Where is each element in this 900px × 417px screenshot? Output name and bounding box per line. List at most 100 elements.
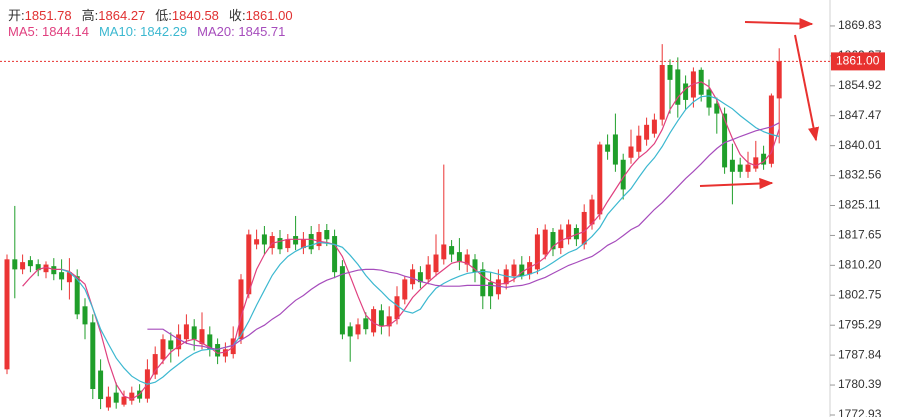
- candle-body: [378, 310, 384, 327]
- candle-body: [98, 370, 104, 400]
- candle-body: [12, 259, 18, 270]
- candle-body: [20, 262, 26, 270]
- candle-body: [488, 282, 494, 297]
- candle-body: [105, 396, 111, 408]
- candle-body: [534, 234, 540, 270]
- candle-body: [729, 159, 735, 172]
- candle-body: [113, 392, 119, 403]
- candle-body: [277, 238, 283, 250]
- candle-body: [332, 236, 338, 273]
- candle-body: [519, 264, 525, 277]
- ohlc-item: 高:1864.27: [82, 5, 146, 24]
- candle-body: [74, 276, 80, 315]
- candle-body: [176, 334, 182, 350]
- candle-body: [183, 324, 189, 340]
- candle-body: [776, 61, 782, 99]
- y-tick-label: 1854.92: [838, 78, 882, 92]
- candle-body: [737, 164, 743, 172]
- candle-body: [254, 239, 260, 245]
- candle-body: [683, 83, 689, 100]
- candle-body: [441, 244, 447, 260]
- candle-body: [714, 103, 720, 114]
- candle-body: [82, 306, 88, 325]
- candle-body: [215, 344, 221, 357]
- candle-body: [667, 65, 673, 80]
- separator: :: [34, 24, 42, 39]
- arrow: [794, 34, 820, 142]
- candle-body: [4, 259, 10, 370]
- candle-body: [644, 124, 650, 140]
- y-tick-label: 1810.20: [838, 258, 882, 272]
- candle-body: [433, 254, 439, 273]
- candle-body: [605, 144, 611, 152]
- legend-name: MA20: [197, 24, 232, 39]
- candle-body: [417, 272, 423, 283]
- candle-body: [386, 316, 392, 327]
- ohlc-item: 收:1861.00: [229, 5, 293, 24]
- candle-body: [339, 266, 345, 335]
- candle-body: [636, 135, 642, 152]
- candle-body: [246, 234, 252, 295]
- candle-body: [371, 309, 377, 333]
- y-tick-label: 1840.01: [838, 138, 882, 152]
- candle-body: [589, 199, 595, 225]
- candle-body: [121, 396, 127, 405]
- separator: :: [94, 8, 99, 23]
- candle-body: [722, 113, 728, 168]
- candle-body: [628, 146, 634, 158]
- ohlc-item: 开:1851.78: [8, 5, 72, 24]
- ma-line: [147, 122, 780, 350]
- candle-body: [573, 228, 579, 240]
- candle-body: [300, 239, 306, 249]
- y-tick-label: 1825.11: [838, 198, 881, 212]
- candle-body: [191, 326, 197, 340]
- plot-area: [4, 44, 782, 411]
- arrow: [744, 18, 814, 30]
- candle-body: [706, 89, 712, 108]
- candle-body: [27, 260, 33, 267]
- ma-line: [61, 95, 780, 385]
- candle-body: [558, 229, 564, 249]
- candle-body: [425, 264, 431, 280]
- candle-body: [566, 224, 572, 240]
- candle-body: [308, 234, 314, 250]
- candle-body: [542, 229, 548, 255]
- separator: :: [132, 24, 141, 39]
- candle-body: [43, 264, 49, 273]
- ohlc-header: 开:1851.78 高:1864.27 低:1840.58 收:1861.00: [8, 5, 293, 24]
- y-tick-label: 1832.56: [838, 168, 882, 182]
- legend-item: MA10: 1842.29: [99, 24, 187, 39]
- candle-body: [129, 392, 135, 401]
- candle-body: [449, 246, 455, 255]
- y-tick-label: 1847.47: [838, 108, 882, 122]
- candle-body: [152, 354, 158, 375]
- candle-body: [363, 318, 369, 330]
- candle-body: [355, 324, 361, 335]
- candle-body: [347, 326, 353, 337]
- candle-body: [550, 232, 556, 250]
- candle-body: [410, 269, 416, 285]
- candle-body: [402, 279, 408, 300]
- y-tick-label: 1772.93: [838, 407, 882, 417]
- legend-value: 1842.29: [140, 24, 188, 39]
- legend-item: MA20: 1845.71: [197, 24, 285, 39]
- candle-body: [581, 211, 587, 245]
- candle-body: [35, 264, 41, 271]
- legend-item: MA5: 1844.14: [8, 24, 89, 39]
- candle-body: [324, 230, 330, 240]
- candle-body: [753, 157, 759, 169]
- y-tick-label: 1795.29: [838, 317, 882, 331]
- last-price-label: 1861.00: [836, 54, 880, 68]
- y-tick-label: 1787.84: [838, 347, 882, 361]
- candle-body: [285, 239, 291, 249]
- ohlc-label: 高: [81, 8, 95, 23]
- candle-body: [761, 153, 767, 165]
- separator: :: [168, 8, 172, 23]
- legend-name: MA5: [8, 24, 35, 39]
- candle-body: [456, 252, 462, 263]
- annotation-arrows: [699, 18, 820, 190]
- ohlc-item: 低:1840.58: [155, 5, 219, 24]
- ohlc-label: 开: [8, 8, 22, 23]
- candle-body: [90, 322, 96, 390]
- candle-body: [597, 144, 603, 215]
